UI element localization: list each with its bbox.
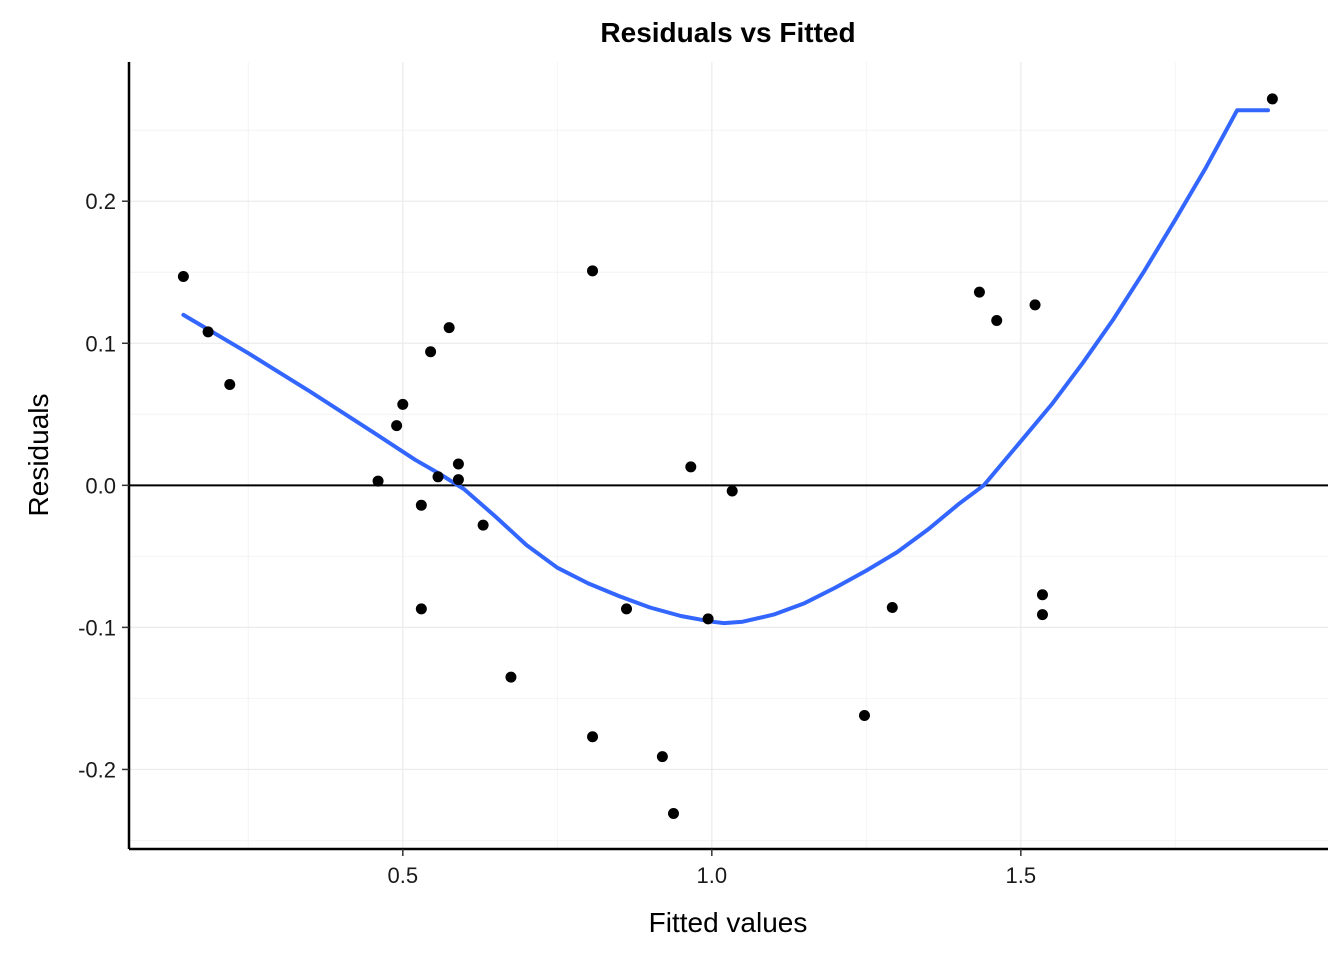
- data-point: [452, 474, 464, 486]
- data-point: [621, 603, 633, 615]
- data-point: [452, 458, 464, 470]
- x-tick-label: 0.5: [387, 863, 418, 888]
- data-point: [391, 420, 403, 432]
- data-point: [505, 671, 517, 683]
- data-point: [702, 613, 714, 625]
- data-point: [973, 286, 985, 298]
- data-point: [1029, 299, 1041, 311]
- data-point: [587, 265, 599, 277]
- data-point: [991, 315, 1003, 327]
- data-point: [397, 398, 409, 410]
- axes: [127, 62, 1328, 851]
- data-point: [443, 322, 455, 334]
- data-point: [477, 519, 489, 531]
- data-point: [372, 475, 384, 487]
- data-point: [177, 271, 189, 283]
- y-tick-label: 0.0: [85, 473, 116, 498]
- data-point: [656, 751, 668, 763]
- data-point: [587, 731, 599, 743]
- data-point: [224, 378, 236, 390]
- x-tick-label: 1.0: [697, 863, 728, 888]
- y-axis-title: Residuals: [23, 394, 54, 517]
- x-tick-label: 1.5: [1006, 863, 1037, 888]
- y-tick-label: -0.1: [78, 615, 116, 640]
- data-point: [667, 807, 679, 819]
- data-point: [415, 499, 427, 511]
- data-point: [685, 461, 697, 473]
- x-axis-title: Fitted values: [649, 907, 808, 938]
- data-point: [1036, 589, 1048, 601]
- smooth-curve-layer: [181, 108, 1270, 626]
- grid-lines: [129, 62, 1328, 849]
- data-point: [886, 602, 898, 614]
- chart-title: Residuals vs Fitted: [600, 17, 855, 48]
- data-point: [1266, 93, 1278, 105]
- data-point: [202, 326, 214, 338]
- data-point: [425, 346, 437, 358]
- loess-smooth-line: [181, 108, 1270, 626]
- data-point: [1036, 609, 1048, 621]
- data-point: [858, 709, 870, 721]
- y-tick-label: -0.2: [78, 757, 116, 782]
- y-tick-label: 0.1: [85, 331, 116, 356]
- data-point: [726, 485, 738, 497]
- tick-marks-and-labels: 0.5 1.0 1.5 -0.2 -0.1 0.0 0.1 0.2: [78, 189, 1036, 888]
- data-point: [432, 471, 444, 483]
- y-tick-label: 0.2: [85, 189, 116, 214]
- data-point: [415, 603, 427, 615]
- residual-points: [177, 93, 1278, 819]
